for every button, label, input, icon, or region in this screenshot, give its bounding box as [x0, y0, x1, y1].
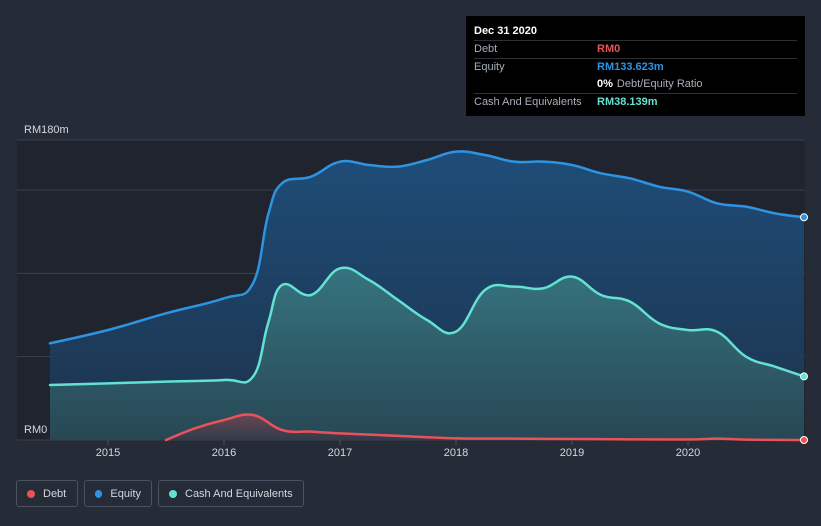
tooltip-cash-value: RM38.139m [597, 96, 658, 108]
legend-item-debt[interactable]: Debt [16, 480, 78, 507]
tooltip-row-cash: Cash And Equivalents RM38.139m [474, 93, 797, 111]
legend-item-equity[interactable]: Equity [84, 480, 152, 507]
legend-cash-label: Cash And Equivalents [185, 487, 293, 500]
tooltip: Dec 31 2020 Debt RM0 Equity RM133.623m 0… [466, 16, 805, 116]
legend-equity-label: Equity [110, 487, 141, 500]
equity-line [48, 150, 806, 345]
x-axis-ticks: 2015 2016 2017 2018 2019 2020 [96, 440, 700, 459]
legend-debt-label: Debt [43, 487, 67, 500]
tooltip-debt-label: Debt [474, 43, 498, 55]
y-axis-bottom-label: RM0 [24, 424, 47, 436]
x-tick-label: 2020 [676, 447, 700, 459]
x-tick-label: 2019 [560, 447, 584, 459]
cash-line [48, 266, 806, 387]
series-lines [48, 150, 806, 442]
tooltip-date: Dec 31 2020 [474, 25, 537, 37]
y-axis-top-label: RM180m [24, 124, 69, 136]
debt-line [164, 413, 806, 442]
debt-dot-icon [27, 489, 35, 498]
x-tick-label: 2015 [96, 447, 120, 459]
series-end-markers [800, 213, 808, 444]
tooltip-ratio-value: 0% [597, 78, 613, 90]
tooltip-debt-value: RM0 [597, 43, 621, 55]
equity-dot-icon [95, 489, 103, 498]
tooltip-ratio-label [474, 76, 597, 93]
x-tick-label: 2016 [212, 447, 236, 459]
tooltip-equity-value: RM133.623m [597, 61, 664, 73]
tooltip-row-equity: Equity RM133.623m [474, 58, 797, 76]
cash-dot-icon [169, 489, 177, 498]
cash-end-marker[interactable] [800, 372, 808, 381]
tooltip-row-ratio: 0% Debt/Equity Ratio [474, 76, 797, 93]
legend-item-cash[interactable]: Cash And Equivalents [158, 480, 304, 507]
x-tick-label: 2017 [328, 447, 352, 459]
debt-end-marker[interactable] [800, 436, 808, 444]
tooltip-row-debt: Debt RM0 [474, 40, 797, 58]
equity-end-marker[interactable] [800, 213, 808, 222]
tooltip-cash-label: Cash And Equivalents [474, 96, 582, 108]
x-tick-label: 2018 [444, 447, 468, 459]
tooltip-equity-label: Equity [474, 61, 505, 73]
tooltip-ratio-suffix: Debt/Equity Ratio [616, 78, 703, 90]
cash-area [50, 267, 804, 440]
